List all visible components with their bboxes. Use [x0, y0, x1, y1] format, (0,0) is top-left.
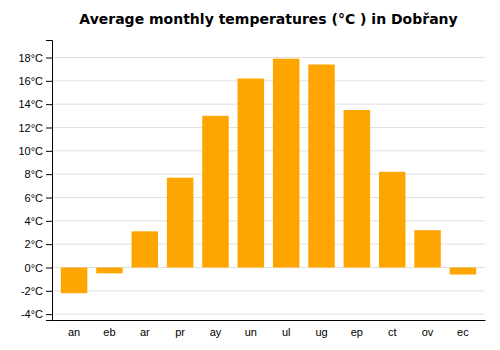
y-tick: 0°C [25, 262, 52, 274]
x-tick: pr [175, 326, 185, 338]
y-axis-line [46, 41, 53, 321]
x-tick: eb [103, 326, 115, 338]
x-tick-label: an [68, 326, 80, 338]
bar [202, 116, 229, 268]
x-tick-label: eb [103, 326, 115, 338]
y-tick-mark [46, 174, 52, 175]
y-tick-label: 10°C [18, 145, 43, 157]
x-tick: ar [140, 326, 150, 338]
x-tick: un [245, 326, 257, 338]
grid-line [52, 80, 485, 81]
x-tick: ay [210, 326, 222, 338]
bar [61, 268, 88, 294]
y-tick: 18°C [18, 52, 52, 64]
y-tick-mark [46, 221, 52, 222]
bar [450, 268, 477, 275]
y-tick-label: 14°C [18, 98, 43, 110]
y-tick-label: 16°C [18, 75, 43, 87]
y-tick-label: 4°C [25, 215, 44, 227]
x-tick-label: un [245, 326, 257, 338]
y-tick-mark [46, 58, 52, 59]
y-tick-label: 6°C [25, 192, 44, 204]
x-tick: ul [282, 326, 291, 338]
bar [96, 268, 123, 274]
x-tick: ov [422, 326, 434, 338]
x-axis: an eb ar pr ay un ul ug ep ct ov ec [53, 321, 486, 338]
y-tick-mark [46, 291, 52, 292]
x-tick: ec [457, 326, 469, 338]
grid-line [52, 57, 485, 58]
y-axis: -4°C -2°C 0°C 2°C 4°C 6°C 8°C 10°C 12°C 14°C 16°C 1… [18, 41, 52, 321]
x-tick: an [68, 326, 80, 338]
y-tick-mark [46, 151, 52, 152]
x-tick: ep [351, 326, 363, 338]
y-tick: 12°C [18, 122, 52, 134]
x-tick-label: ug [315, 326, 327, 338]
y-tick-label: 2°C [25, 238, 44, 250]
y-tick-mark [46, 314, 52, 315]
grid-line [52, 314, 485, 315]
x-tick: ug [315, 326, 327, 338]
x-tick-label: ar [140, 326, 150, 338]
grid-line [52, 174, 485, 175]
bar [308, 65, 335, 268]
grid-line [52, 220, 485, 221]
x-tick-label: ay [210, 326, 222, 338]
x-tick-label: ul [282, 326, 291, 338]
grid-line [52, 197, 485, 198]
y-tick-label: 8°C [25, 168, 44, 180]
grid-line [52, 290, 485, 291]
y-tick: 10°C [18, 145, 52, 157]
bar [273, 59, 300, 268]
y-tick-mark [46, 244, 52, 245]
bar [132, 231, 159, 267]
x-tick-label: pr [175, 326, 185, 338]
y-tick-mark [46, 104, 52, 105]
chart: -4°C -2°C 0°C 2°C 4°C 6°C 8°C 10°C 12°C 14°C 16°C 1… [0, 0, 500, 350]
grid-line [52, 104, 485, 105]
y-tick-label: -2°C [21, 285, 43, 297]
grid-line [52, 127, 485, 128]
bar [344, 110, 371, 268]
y-tick: 8°C [25, 168, 52, 180]
y-tick: 14°C [18, 98, 52, 110]
y-tick-mark [46, 81, 52, 82]
y-tick: 16°C [18, 75, 52, 87]
x-tick: ct [388, 326, 397, 338]
y-tick-mark [46, 198, 52, 199]
y-tick: -4°C [21, 308, 52, 320]
y-tick-mark [46, 128, 52, 129]
grid-line [52, 150, 485, 151]
title: Average monthly temperatures (°C ) in Do… [79, 11, 457, 27]
x-tick-label: ec [457, 326, 469, 338]
x-tick-label: ep [351, 326, 363, 338]
y-tick-label: 0°C [25, 262, 44, 274]
y-tick-label: 18°C [18, 52, 43, 64]
y-tick-label: 12°C [18, 122, 43, 134]
y-tick-label: -4°C [21, 308, 43, 320]
bar [379, 172, 406, 268]
y-tick: 6°C [25, 192, 52, 204]
bar [238, 79, 265, 268]
y-tick: 4°C [25, 215, 52, 227]
y-tick: 2°C [25, 238, 52, 250]
x-axis-line [53, 320, 486, 321]
x-tick-label: ct [388, 326, 397, 338]
y-tick: -2°C [21, 285, 52, 297]
x-tick-label: ov [422, 326, 434, 338]
grid [52, 58, 485, 315]
plot-area [61, 59, 476, 293]
bar [167, 178, 194, 268]
y-tick-mark [46, 268, 52, 269]
bar [414, 230, 441, 267]
